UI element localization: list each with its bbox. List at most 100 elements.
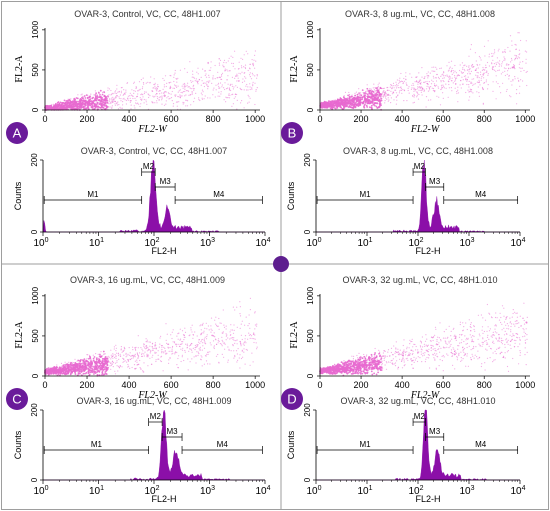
scatter-point xyxy=(238,61,240,63)
scatter-point xyxy=(78,370,81,372)
scatter-point xyxy=(136,361,138,363)
scatter-point xyxy=(108,94,110,96)
scatter-point xyxy=(430,86,432,88)
scatter-point xyxy=(53,106,55,108)
scatter-point xyxy=(86,354,88,356)
scatter-point xyxy=(143,353,145,355)
scatter-point xyxy=(64,106,67,109)
scatter-point xyxy=(224,70,226,72)
scatter-point xyxy=(53,373,55,375)
scatter-point xyxy=(458,74,461,77)
scatter-point xyxy=(124,360,126,362)
scatter-point xyxy=(390,84,392,86)
scatter-point xyxy=(141,353,143,355)
scatter-point xyxy=(105,105,108,108)
scatter-point xyxy=(234,342,236,344)
scatter-point xyxy=(390,90,392,92)
scatter-point xyxy=(163,79,165,81)
scatter-point xyxy=(514,59,516,61)
scatter-point xyxy=(165,339,167,341)
scatter-point xyxy=(141,99,143,101)
scatter-point xyxy=(518,49,521,51)
scatter-point xyxy=(111,105,113,107)
scatter-point xyxy=(153,78,155,80)
scatter-point xyxy=(348,99,351,101)
scatter-point xyxy=(215,89,217,91)
scatter-point xyxy=(405,72,407,74)
scatter-point xyxy=(139,359,141,362)
scatter-point xyxy=(342,105,345,108)
scatter-point xyxy=(451,69,453,71)
scatter-point xyxy=(57,103,59,105)
scatter-point xyxy=(183,334,185,336)
scatter-point xyxy=(408,92,410,94)
scatter-point xyxy=(214,338,217,340)
scatter-point xyxy=(442,87,444,89)
scatter-point xyxy=(82,362,84,364)
scatter-point xyxy=(146,354,148,356)
scatter-point xyxy=(177,357,179,360)
scatter-point xyxy=(508,78,510,80)
scatter-point xyxy=(476,71,478,74)
scatter-point xyxy=(471,64,473,66)
scatter-point xyxy=(177,343,179,345)
scatter-point xyxy=(364,92,366,94)
scatter-point xyxy=(160,356,162,358)
scatter-point xyxy=(207,325,209,327)
scatter-point xyxy=(107,89,109,91)
scatter-point xyxy=(515,48,517,50)
scatter-point xyxy=(239,340,241,343)
scatter-point xyxy=(374,93,376,95)
scatter-point xyxy=(390,84,393,86)
scatter-point xyxy=(233,86,235,88)
scatter-point xyxy=(134,356,136,358)
scatter-point xyxy=(81,93,83,95)
scatter-point xyxy=(147,348,150,350)
scatter-point xyxy=(73,366,75,368)
scatter-point xyxy=(473,78,475,80)
scatter-point xyxy=(390,97,392,99)
scatter-point xyxy=(510,80,512,82)
scatter-point xyxy=(441,86,443,88)
scatter-point xyxy=(120,98,122,100)
scatter-point xyxy=(206,328,208,330)
scatter-point xyxy=(120,90,122,92)
scatter-point xyxy=(239,354,241,356)
scatter-point xyxy=(518,92,521,94)
scatter-point xyxy=(161,352,163,354)
scatter-point xyxy=(218,340,220,342)
scatter-point xyxy=(51,370,53,372)
scatter-point xyxy=(117,91,119,93)
scatter-point xyxy=(102,100,104,102)
scatter-point xyxy=(236,73,238,75)
scatter-point xyxy=(114,91,116,93)
scatter-point xyxy=(432,70,435,72)
scatter-point xyxy=(445,87,447,89)
scatter-point xyxy=(231,337,233,339)
scatter-point xyxy=(239,306,241,308)
scatter-point xyxy=(217,325,219,327)
scatter-point xyxy=(181,354,183,356)
scatter-point xyxy=(495,98,497,100)
scatter-point xyxy=(417,98,420,100)
scatter-point xyxy=(137,335,139,337)
scatter-point xyxy=(85,94,88,96)
scatter-point xyxy=(355,101,357,103)
scatter-point xyxy=(498,48,500,50)
scatter-point xyxy=(476,64,479,66)
scatter-point xyxy=(112,357,114,359)
scatter-point xyxy=(378,88,380,90)
scatter-point xyxy=(247,53,249,55)
scatter-point xyxy=(134,347,136,349)
scatter-point xyxy=(509,95,511,97)
scatter-point xyxy=(446,74,448,76)
scatter-point xyxy=(192,85,194,87)
scatter-point xyxy=(350,360,352,362)
scatter-point xyxy=(171,100,173,102)
scatter-point xyxy=(457,92,460,94)
scatter-point xyxy=(236,361,238,363)
scatter-point xyxy=(127,353,129,355)
scatter-point xyxy=(349,94,351,96)
scatter-point xyxy=(254,54,256,57)
scatter-point xyxy=(227,97,229,99)
